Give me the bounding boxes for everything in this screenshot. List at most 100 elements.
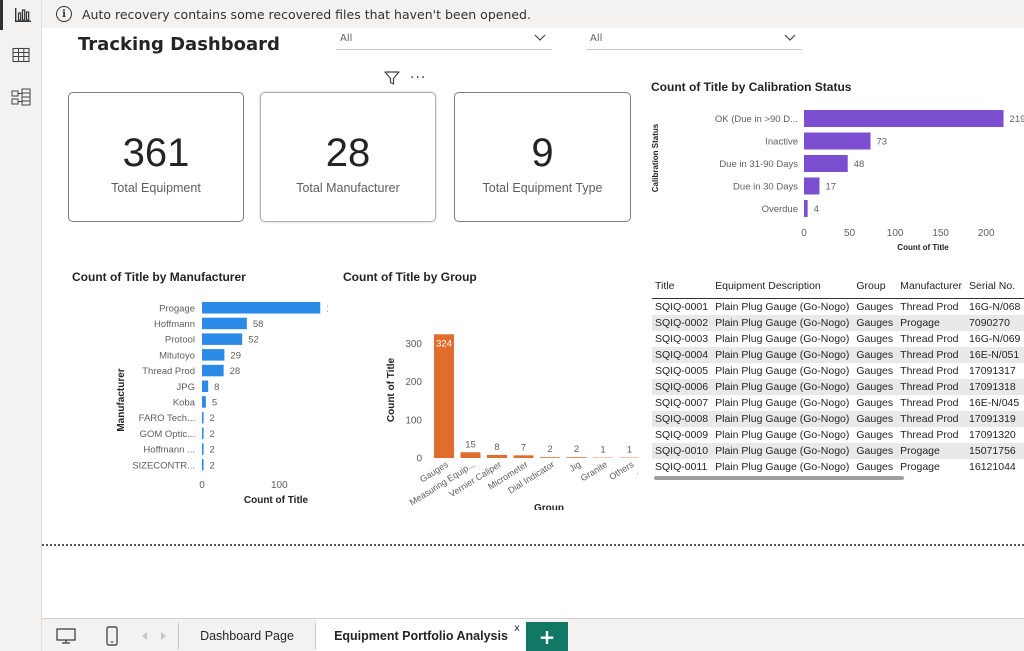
table-cell: Plain Plug Gauge (Go-Nogo) xyxy=(715,461,850,474)
table-cell: Plain Plug Gauge (Go-Nogo) xyxy=(715,300,850,313)
scroll-right-icon[interactable] xyxy=(160,631,168,641)
table-row[interactable]: SQIQ-0004 Plain Plug Gauge (Go-Nogo) Gauge… xyxy=(652,346,1024,363)
kpi-card-total-manufacturer[interactable]: 28 Total Manufacturer xyxy=(260,92,436,222)
table-row[interactable]: SQIQ-0008 Plain Plug Gauge (Go-Nogo) Gauge… xyxy=(652,411,1024,428)
category-label: Jig xyxy=(567,459,582,474)
data-label: 2 xyxy=(210,413,215,424)
category-label: Due in 31-90 Days xyxy=(719,159,798,170)
table-cell: Gauges xyxy=(853,411,898,428)
kpi-value: 28 xyxy=(325,131,371,175)
category-label: Hoffmann xyxy=(154,319,195,330)
tab-dashboard-page[interactable]: Dashboard Page xyxy=(200,628,294,643)
close-tab-icon[interactable]: x xyxy=(514,623,520,634)
table-row[interactable]: SQIQ-0009 Plain Plug Gauge (Go-Nogo) Gauge… xyxy=(652,427,1024,443)
table-cell: 16G-N/068 xyxy=(969,300,1021,313)
category-label: SIZECONTR... xyxy=(132,460,195,471)
category-label: Mitutoyo xyxy=(159,350,195,361)
category-label: Others xyxy=(607,459,636,482)
mobile-layout-icon[interactable] xyxy=(106,626,118,646)
data-view-button[interactable] xyxy=(0,40,42,70)
table-cell: Plain Plug Gauge (Go-Nogo) xyxy=(715,332,850,345)
table-cell: 16E-N/045 xyxy=(969,397,1020,410)
column-header-serial[interactable]: Serial No. xyxy=(966,274,1024,299)
table-cell: Plain Plug Gauge (Go-Nogo) xyxy=(712,314,854,331)
column-header-description[interactable]: Equipment Description xyxy=(712,274,854,299)
table-cell: SQIQ-0010 xyxy=(652,443,713,460)
x-axis-title: Count of Title xyxy=(897,243,949,252)
table-cell: Progage xyxy=(900,461,940,474)
data-label: 2 xyxy=(547,444,552,455)
bar xyxy=(487,454,507,458)
x-tick-label: 200 xyxy=(978,228,995,239)
bar xyxy=(202,411,204,424)
table-cell: Gauges xyxy=(856,364,894,377)
calibration-status-chart[interactable]: 0 50 100 150 200 OK (Due in >90 D... 219 Inacti… xyxy=(648,98,1024,258)
more-options-icon[interactable]: ··· xyxy=(410,70,427,86)
y-tick-label: 0 xyxy=(416,454,422,465)
visual-header-toolbar: ··· xyxy=(384,70,426,86)
y-tick-label: 200 xyxy=(405,377,422,388)
table-row[interactable]: SQIQ-0007 Plain Plug Gauge (Go-Nogo) Gauge… xyxy=(652,395,1024,411)
equipment-table[interactable]: Title Equipment Description Group Manufa… xyxy=(652,274,1024,478)
model-view-button[interactable] xyxy=(0,82,42,112)
x-tick-label: 150 xyxy=(932,228,949,239)
calibration-chart-title: Count of Title by Calibration Status xyxy=(651,80,852,94)
category-label: Due in 30 Days xyxy=(733,182,798,193)
table-cell: Gauges xyxy=(856,300,894,313)
bar xyxy=(434,334,454,458)
table-cell: SQIQ-0005 xyxy=(655,364,709,377)
table-icon xyxy=(12,47,30,63)
x-tick-label: 0 xyxy=(801,228,807,239)
table-row[interactable]: SQIQ-0003 Plain Plug Gauge (Go-Nogo) Gauge… xyxy=(652,331,1024,347)
kpi-label: Total Manufacturer xyxy=(296,181,400,195)
slicer-dropdown-2[interactable]: All xyxy=(586,30,802,50)
scroll-left-icon[interactable] xyxy=(140,631,148,641)
desktop-layout-icon[interactable] xyxy=(56,628,76,644)
category-label: Koba xyxy=(173,397,196,408)
column-header-title[interactable]: Title xyxy=(652,274,713,299)
table-cell: Progage xyxy=(897,443,967,460)
x-tick-label: 0 xyxy=(199,480,205,491)
bar xyxy=(202,302,321,314)
data-label: 8 xyxy=(214,382,219,393)
tab-equipment-portfolio-analysis[interactable]: Equipment Portfolio Analysis xyxy=(316,619,526,651)
bar xyxy=(202,333,243,345)
table-cell: 15071756 xyxy=(966,443,1024,460)
table-row[interactable]: SQIQ-0001 Plain Plug Gauge (Go-Nogo) Gauge… xyxy=(652,299,1024,315)
y-tick-label: 300 xyxy=(405,339,422,350)
table-cell: 16G-N/069 xyxy=(969,332,1021,345)
table-cell: Gauges xyxy=(853,346,898,363)
chevron-down-icon xyxy=(534,34,546,41)
table-row[interactable]: SQIQ-0002 Plain Plug Gauge (Go-Nogo) Gauge… xyxy=(652,314,1024,331)
data-label: 8 xyxy=(494,442,499,453)
table-row[interactable]: SQIQ-0006 Plain Plug Gauge (Go-Nogo) Gauge… xyxy=(652,378,1024,396)
data-label: 153 xyxy=(326,303,328,314)
kpi-label: Total Equipment xyxy=(111,181,201,195)
x-tick-label: 100 xyxy=(887,228,904,239)
data-label: 324 xyxy=(436,338,452,349)
table-row[interactable]: SQIQ-0005 Plain Plug Gauge (Go-Nogo) Gauge… xyxy=(652,363,1024,379)
report-view-button[interactable] xyxy=(0,0,42,30)
category-label: Hoffmann ... xyxy=(143,445,195,456)
column-header-manufacturer[interactable]: Manufacturer xyxy=(897,274,967,299)
table-row[interactable]: SQIQ-0010 Plain Plug Gauge (Go-Nogo) Gauge… xyxy=(652,443,1024,460)
x-tick-label: 100 xyxy=(271,480,288,491)
table-horizontal-scrollbar[interactable] xyxy=(654,476,904,480)
slicer-dropdown-1[interactable]: All xyxy=(336,30,552,50)
table-cell: SQIQ-0007 xyxy=(655,397,709,410)
column-header-group[interactable]: Group xyxy=(853,274,898,299)
category-label: Granite xyxy=(579,459,609,483)
table-row[interactable]: SQIQ-0011 Plain Plug Gauge (Go-Nogo) Gauge… xyxy=(652,459,1024,475)
data-label: 2 xyxy=(574,444,579,455)
add-page-button[interactable]: + xyxy=(526,622,568,651)
filter-icon[interactable] xyxy=(384,70,400,86)
category-label: Progage xyxy=(159,303,195,314)
kpi-card-total-equipment-type[interactable]: 9 Total Equipment Type xyxy=(454,92,631,222)
table-cell: Gauges xyxy=(856,397,894,410)
manufacturer-chart[interactable]: 0100Progage153Hoffmann58Protool52Mitutoy… xyxy=(68,290,328,508)
table-cell: Plain Plug Gauge (Go-Nogo) xyxy=(715,397,850,410)
kpi-card-total-equipment[interactable]: 361 Total Equipment xyxy=(68,92,244,222)
tab-separator xyxy=(178,623,179,649)
table-cell: Gauges xyxy=(853,443,898,460)
